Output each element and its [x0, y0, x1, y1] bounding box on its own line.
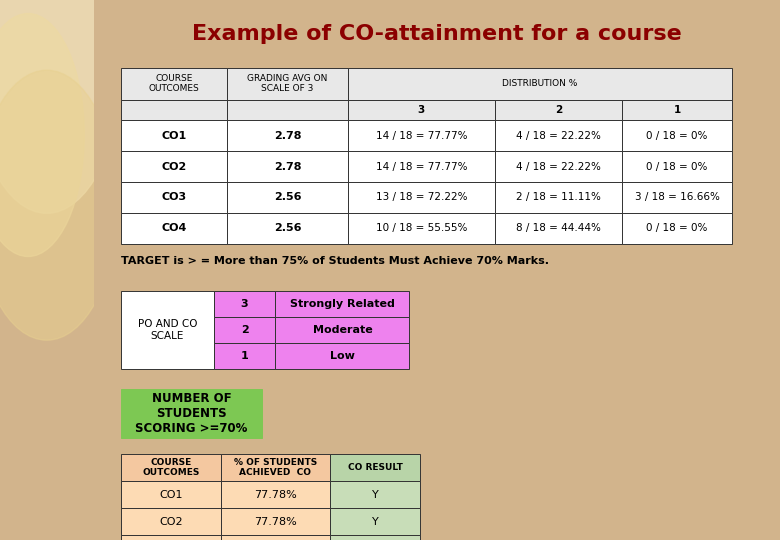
Text: 77.78%: 77.78%	[254, 490, 297, 500]
Text: Moderate: Moderate	[313, 325, 372, 335]
Bar	[121, 68, 228, 100]
Bar	[228, 151, 348, 182]
Bar	[348, 68, 732, 100]
Bar	[121, 508, 221, 535]
Text: 0 / 18 = 0%: 0 / 18 = 0%	[647, 131, 707, 141]
Text: 8 / 18 = 44.44%: 8 / 18 = 44.44%	[516, 223, 601, 233]
Ellipse shape	[0, 70, 117, 340]
Bar	[221, 481, 331, 508]
Text: COURSE
OUTCOMES: COURSE OUTCOMES	[142, 458, 200, 477]
Text: 3 / 18 = 16.66%: 3 / 18 = 16.66%	[635, 192, 719, 202]
Text: CO2: CO2	[161, 161, 187, 172]
Bar	[348, 100, 495, 120]
Text: 4 / 18 = 22.22%: 4 / 18 = 22.22%	[516, 161, 601, 172]
Bar	[214, 317, 275, 343]
Bar	[622, 151, 732, 182]
Bar	[121, 100, 228, 120]
Bar	[331, 481, 420, 508]
Text: CO RESULT: CO RESULT	[348, 463, 402, 472]
Bar	[121, 291, 214, 369]
Bar	[228, 120, 348, 151]
Bar	[121, 151, 228, 182]
Bar	[214, 291, 275, 317]
Bar	[495, 213, 622, 244]
Bar	[348, 182, 495, 213]
Text: 1: 1	[241, 351, 249, 361]
Bar	[331, 508, 420, 535]
Bar	[228, 182, 348, 213]
Text: Example of CO-attainment for a course: Example of CO-attainment for a course	[192, 24, 682, 44]
Text: 4 / 18 = 22.22%: 4 / 18 = 22.22%	[516, 131, 601, 141]
Text: DISTRIBUTION %: DISTRIBUTION %	[502, 79, 577, 88]
Text: 3: 3	[418, 105, 425, 115]
Bar	[348, 151, 495, 182]
Bar	[348, 120, 495, 151]
Text: COURSE
OUTCOMES: COURSE OUTCOMES	[149, 74, 200, 93]
Bar	[331, 454, 420, 481]
Bar	[228, 213, 348, 244]
Bar	[228, 68, 348, 100]
Text: CO4: CO4	[161, 223, 187, 233]
Ellipse shape	[0, 0, 122, 213]
Bar	[221, 535, 331, 540]
Text: 2: 2	[241, 325, 249, 335]
Ellipse shape	[0, 14, 84, 256]
Text: CO1: CO1	[159, 490, 183, 500]
Bar	[495, 182, 622, 213]
Text: 2.78: 2.78	[274, 161, 301, 172]
Text: 2.56: 2.56	[274, 192, 301, 202]
Text: 1: 1	[673, 105, 681, 115]
Bar	[622, 182, 732, 213]
Bar	[121, 213, 228, 244]
Bar	[275, 291, 410, 317]
Bar	[275, 317, 410, 343]
Text: 3: 3	[241, 299, 248, 309]
Bar	[214, 343, 275, 369]
Text: 77.78%: 77.78%	[254, 517, 297, 526]
Text: 2 / 18 = 11.11%: 2 / 18 = 11.11%	[516, 192, 601, 202]
Text: PO AND CO
SCALE: PO AND CO SCALE	[137, 319, 197, 341]
Bar	[275, 343, 410, 369]
Bar	[121, 481, 221, 508]
Bar	[121, 120, 228, 151]
Bar	[495, 151, 622, 182]
Text: GRADING AVG ON
SCALE OF 3: GRADING AVG ON SCALE OF 3	[247, 74, 328, 93]
Text: 2: 2	[555, 105, 562, 115]
Text: 0 / 18 = 0%: 0 / 18 = 0%	[647, 223, 707, 233]
Text: 14 / 18 = 77.77%: 14 / 18 = 77.77%	[376, 131, 467, 141]
Bar	[121, 389, 262, 438]
Bar	[495, 120, 622, 151]
Text: Y: Y	[371, 517, 378, 526]
Bar	[331, 535, 420, 540]
Text: CO3: CO3	[161, 192, 187, 202]
Bar	[622, 100, 732, 120]
Bar	[622, 120, 732, 151]
Bar	[221, 454, 331, 481]
Bar	[348, 213, 495, 244]
Bar	[221, 508, 331, 535]
Bar	[495, 100, 622, 120]
Bar	[622, 213, 732, 244]
Bar	[228, 100, 348, 120]
Bar	[121, 535, 221, 540]
Bar	[121, 182, 228, 213]
Text: NUMBER OF
STUDENTS
SCORING >=70%: NUMBER OF STUDENTS SCORING >=70%	[135, 392, 247, 435]
Text: 13 / 18 = 72.22%: 13 / 18 = 72.22%	[376, 192, 467, 202]
Text: 0 / 18 = 0%: 0 / 18 = 0%	[647, 161, 707, 172]
Text: 14 / 18 = 77.77%: 14 / 18 = 77.77%	[376, 161, 467, 172]
Text: 2.56: 2.56	[274, 223, 301, 233]
Text: % OF STUDENTS
ACHIEVED  CO: % OF STUDENTS ACHIEVED CO	[234, 458, 317, 477]
Text: Low: Low	[330, 351, 355, 361]
Text: Strongly Related: Strongly Related	[290, 299, 395, 309]
Text: 10 / 18 = 55.55%: 10 / 18 = 55.55%	[376, 223, 467, 233]
Text: Y: Y	[371, 490, 378, 500]
Text: CO1: CO1	[161, 131, 187, 141]
Text: CO2: CO2	[159, 517, 183, 526]
Text: TARGET is > = More than 75% of Students Must Achieve 70% Marks.: TARGET is > = More than 75% of Students …	[121, 256, 549, 266]
Bar	[121, 454, 221, 481]
Text: 2.78: 2.78	[274, 131, 301, 141]
